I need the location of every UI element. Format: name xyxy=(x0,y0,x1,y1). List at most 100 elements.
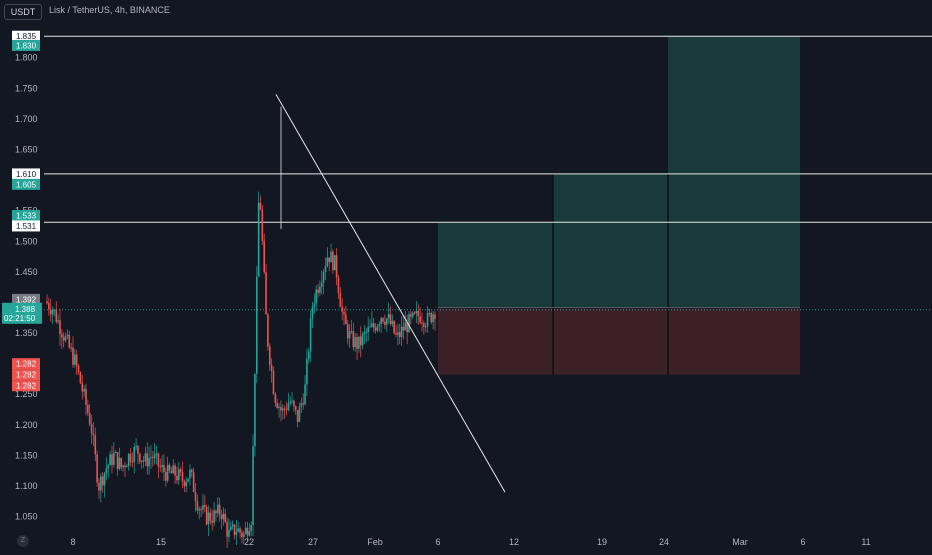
y-tick-label: 1.500 xyxy=(15,236,38,246)
candle-body xyxy=(226,522,228,537)
x-tick-label: Feb xyxy=(367,537,383,547)
candle-body xyxy=(75,354,78,366)
candle-body xyxy=(94,435,97,455)
candle-body xyxy=(354,337,356,348)
candle-body xyxy=(159,466,162,468)
candle-body xyxy=(402,326,405,331)
candle-body xyxy=(57,320,59,322)
candle-body xyxy=(369,326,371,328)
price-tag xyxy=(12,358,40,370)
auto-scale-icon[interactable]: Z xyxy=(17,535,29,547)
x-tick-label: 27 xyxy=(308,537,318,547)
price-tag-label: 1.610 xyxy=(16,170,37,179)
candle-body xyxy=(196,501,199,511)
x-tick-label: Mar xyxy=(732,537,748,547)
candle-body xyxy=(181,472,184,482)
candle-body xyxy=(387,314,390,319)
candle-body xyxy=(46,301,48,304)
y-tick-label: 1.050 xyxy=(15,512,38,522)
candle-body xyxy=(135,445,137,448)
candle-body xyxy=(189,469,191,479)
candle-body xyxy=(96,454,98,483)
candle-body xyxy=(296,410,299,422)
candle-body xyxy=(371,323,373,327)
candle-body xyxy=(411,312,414,317)
price-tag-label: 1.282 xyxy=(16,360,37,369)
candle-body xyxy=(302,403,304,405)
candle-body xyxy=(281,408,284,411)
candle-body xyxy=(380,318,382,325)
candle-body xyxy=(127,454,130,466)
candle-body xyxy=(85,388,87,405)
candle-body xyxy=(122,465,124,468)
candle-body xyxy=(374,327,377,331)
candle-body xyxy=(77,365,80,373)
candle-body xyxy=(224,513,227,523)
candle-body xyxy=(365,331,368,333)
candle-body xyxy=(300,403,303,407)
candle-body xyxy=(406,322,408,333)
candle-body xyxy=(372,323,375,328)
candle-body xyxy=(90,424,93,434)
candle-body xyxy=(152,457,154,459)
candle-body xyxy=(153,454,156,459)
candle-body xyxy=(178,469,180,481)
candle-body xyxy=(356,337,358,349)
candle-body xyxy=(397,332,399,335)
candle-body xyxy=(311,306,314,319)
candle-body xyxy=(276,402,279,408)
candle-body xyxy=(324,266,327,273)
candle-body xyxy=(244,527,247,534)
x-tick-label: 24 xyxy=(659,537,669,547)
candle-body xyxy=(417,310,420,317)
candle-body xyxy=(176,475,178,481)
candle-body xyxy=(328,257,330,263)
price-tag-label: 1.282 xyxy=(16,382,37,391)
candle-body xyxy=(49,309,52,315)
x-tick-label: 22 xyxy=(244,537,254,547)
currency-pill[interactable]: USDT xyxy=(4,4,42,20)
candle-body xyxy=(348,331,351,339)
candle-body xyxy=(235,531,238,535)
x-tick-label: 15 xyxy=(156,537,166,547)
price-tag xyxy=(12,210,40,222)
candle-body xyxy=(352,331,355,348)
x-tick-label: 12 xyxy=(509,537,519,547)
candle-body xyxy=(161,464,163,468)
candle-body xyxy=(393,320,395,334)
candle-body xyxy=(359,336,362,346)
candle-body xyxy=(157,453,160,467)
candle-body xyxy=(428,312,431,314)
candle-body xyxy=(280,406,282,411)
candle-body xyxy=(419,316,421,323)
candle-body xyxy=(59,320,61,335)
candle-body xyxy=(307,351,310,359)
y-tick-label: 1.350 xyxy=(15,328,38,338)
candle-body xyxy=(139,453,141,462)
candle-body xyxy=(231,524,234,527)
candle-body xyxy=(346,324,349,339)
x-tick-label: 8 xyxy=(70,537,75,547)
stop-zone xyxy=(438,308,800,375)
candle-body xyxy=(118,458,121,469)
candle-body xyxy=(72,347,74,365)
candle-body xyxy=(170,470,173,474)
y-tick-label: 1.700 xyxy=(15,114,38,124)
price-tag xyxy=(12,220,40,232)
candle-body xyxy=(113,452,115,465)
candle-body xyxy=(133,447,136,462)
countdown-label: 02:21:50 xyxy=(4,314,36,323)
candle-body xyxy=(172,465,175,474)
price-tag-label: 1.605 xyxy=(16,180,37,189)
candle-body xyxy=(246,527,249,536)
candle-body xyxy=(150,457,152,459)
candle-body xyxy=(395,333,397,335)
candle-body xyxy=(432,314,434,323)
candle-body xyxy=(239,528,241,533)
candle-body xyxy=(410,314,412,317)
candle-body xyxy=(146,453,149,467)
price-tag-label: 1.282 xyxy=(16,371,37,380)
candle-body xyxy=(424,326,427,328)
